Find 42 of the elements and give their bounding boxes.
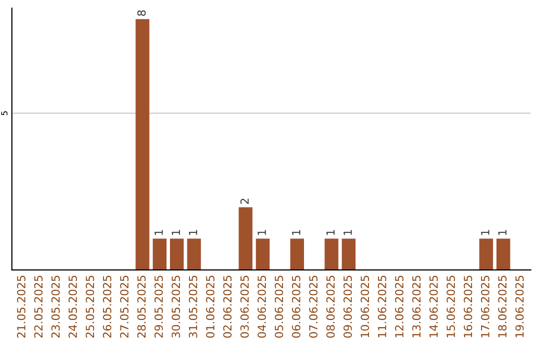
x-tick-label: 03.06.2025 <box>240 276 249 338</box>
x-tick-label: 12.06.2025 <box>395 276 404 338</box>
data-label: 1 <box>498 230 506 235</box>
x-tick-label: 18.06.2025 <box>498 276 507 338</box>
x-tick-label: 16.06.2025 <box>464 276 472 338</box>
x-tick-label: 15.06.2025 <box>446 276 455 338</box>
x-tick-label: 26.05.2025 <box>102 276 112 338</box>
x-tick-label: 10.06.2025 <box>360 276 370 338</box>
x-tick-label: 05.06.2025 <box>274 276 284 338</box>
data-label: 1 <box>258 230 266 235</box>
x-tick-label: 04.06.2025 <box>258 276 266 338</box>
data-label: 1 <box>154 230 163 235</box>
data-label: 1 <box>172 230 180 235</box>
x-tick-label: 21.05.2025 <box>17 276 26 338</box>
data-label: 8 <box>137 10 146 16</box>
data-label: 1 <box>481 230 490 235</box>
data-label: 2 <box>240 198 249 204</box>
x-tick-label: 14.06.2025 <box>429 276 438 338</box>
x-tick-label: 24.05.2025 <box>68 276 77 338</box>
x-tick-label: 07.06.2025 <box>309 276 318 338</box>
x-tick-label: 06.06.2025 <box>292 276 300 338</box>
x-tick-label: 08.06.2025 <box>326 276 335 338</box>
data-label: 1 <box>188 230 198 235</box>
x-tick-label: 25.05.2025 <box>86 276 94 338</box>
x-tick-label: 01.06.2025 <box>206 276 214 338</box>
x-tick-label: 22.05.2025 <box>34 276 43 338</box>
data-label: 1 <box>344 230 352 235</box>
data-label: 1 <box>326 230 335 235</box>
x-tick-label: 28.05.2025 <box>137 276 146 338</box>
x-tick-label: 29.05.2025 <box>154 276 163 338</box>
x-tick-label: 30.05.2025 <box>172 276 180 338</box>
x-tick-label: 02.06.2025 <box>223 276 232 338</box>
x-tick-label: 23.05.2025 <box>51 276 60 338</box>
x-tick-label: 31.05.2025 <box>188 276 198 338</box>
y-tick-label: 5 <box>1 111 8 116</box>
x-tick-label: 09.06.2025 <box>343 276 352 338</box>
data-label: 1 <box>292 230 300 235</box>
x-tick-label: 27.05.2025 <box>120 276 129 338</box>
x-tick-label: 11.06.2025 <box>378 276 386 338</box>
x-tick-label: 13.06.2025 <box>412 276 421 338</box>
x-tick-label: 19.06.2025 <box>515 276 524 338</box>
x-tick-label: 17.06.2025 <box>480 276 490 338</box>
